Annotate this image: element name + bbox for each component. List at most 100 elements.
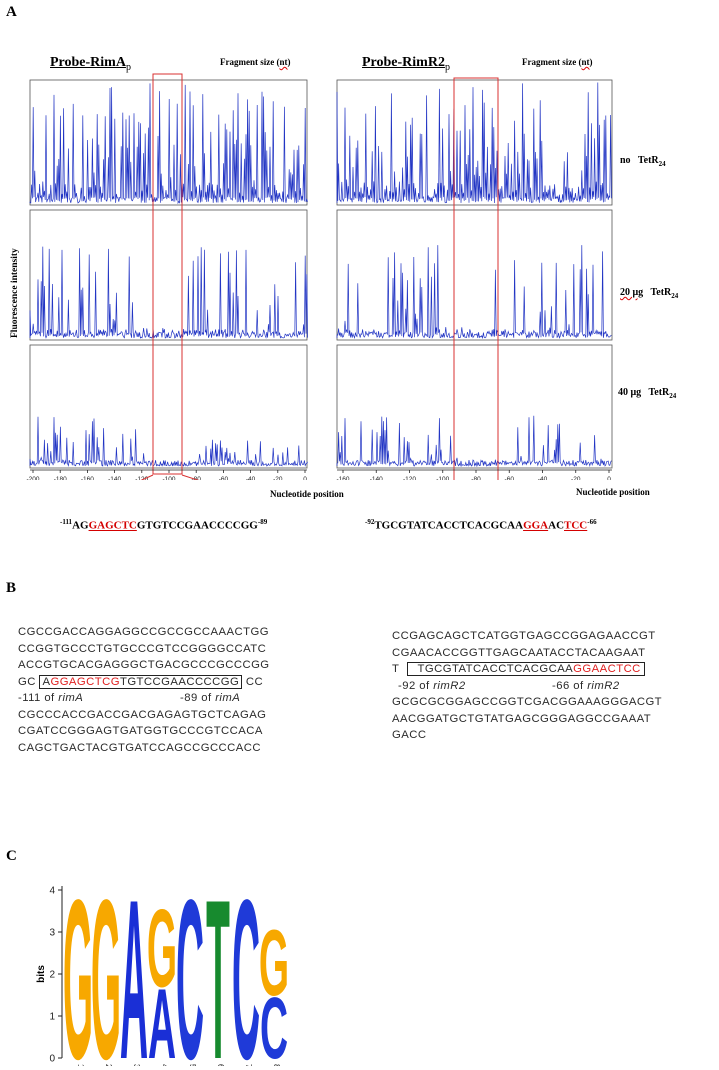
rima-boxed-site: AGGAGCTCGTGTCCGAACCCCGG bbox=[39, 674, 243, 689]
left-x-tick: -100 bbox=[162, 476, 175, 480]
right-seq-end: -66 bbox=[587, 518, 597, 526]
right-x-tick: -160 bbox=[336, 476, 349, 480]
logo-y-tick: 4 bbox=[49, 886, 55, 897]
condition-label-3: 40 μg TetR24 bbox=[618, 387, 676, 400]
logo-y-tick: 2 bbox=[49, 970, 55, 981]
logo-y-tick: 0 bbox=[49, 1054, 55, 1065]
boxed-red: GGAACTCC bbox=[573, 663, 641, 675]
annot-end-gene: rimA bbox=[215, 692, 241, 704]
left-x-tick: -20 bbox=[273, 476, 283, 480]
left-x-tick: -160 bbox=[81, 476, 94, 480]
right-x-tick: -100 bbox=[436, 476, 449, 480]
condition-amount-3: 40 μg bbox=[618, 387, 642, 398]
annot-end-text: -66 of bbox=[552, 679, 588, 692]
left-seq-pre: AG bbox=[72, 519, 89, 532]
logo-letter-c: C bbox=[232, 870, 260, 1066]
logo-x-tick: 1 bbox=[76, 1064, 85, 1066]
right-frag-pre: Fragment size ( bbox=[522, 57, 582, 67]
seq-line-boxed-row: GC AGGAGCTCGTGTCCGAACCCCGG CC bbox=[18, 674, 270, 691]
condition-sub-1: 24 bbox=[658, 160, 666, 168]
panel-c-label: C bbox=[6, 848, 17, 864]
electropherogram-traces: -200 -180 -160 -140 -120 -100 -80 -60 -40 -20 0 -1… bbox=[26, 73, 613, 480]
boxed-pre: A bbox=[42, 675, 51, 688]
rima-annotation-row: -111 of rimA -89 of rimA bbox=[18, 690, 270, 707]
logo-y-axis-label: bits bbox=[36, 965, 47, 983]
logo-x-tick: 2 bbox=[104, 1064, 113, 1066]
logo-y-tick: 3 bbox=[49, 928, 55, 939]
annot-end-text: -89 of bbox=[180, 692, 216, 704]
annot-start-gene: rimA bbox=[58, 692, 84, 704]
condition-amount-1: no bbox=[620, 155, 631, 166]
condition-protein-2: TetR bbox=[650, 287, 672, 298]
left-highlight-box bbox=[152, 73, 183, 475]
logo-y-tick: 1 bbox=[49, 1012, 55, 1023]
rima-start-annotation: -111 of rimA bbox=[18, 690, 83, 707]
seq-line: ACCGTGCACGAGGGCTGACGCCCGCCCGG bbox=[18, 659, 270, 671]
rima-end-annotation: -89 of rimA bbox=[180, 690, 240, 707]
seq-line: CGCCCACCGACCGACGAGAGTGCTCAGAG bbox=[18, 708, 267, 721]
seq-line: CAGCTGACTACGTGATCCAGCCGCCCACC bbox=[18, 741, 261, 754]
left-fragment-size-label: Fragment size (nt) bbox=[220, 57, 291, 67]
right-x-tick: -80 bbox=[471, 476, 481, 480]
left-x-tick: -180 bbox=[54, 476, 67, 480]
right-seq-mid: AC bbox=[548, 519, 565, 532]
panel-b-left-sequence: CGCCGACCAGGAGGCCGCCGCCAAACTGG CCGGTGCCCT… bbox=[18, 624, 270, 756]
left-seq-end: -89 bbox=[257, 518, 268, 526]
seq-line: CCGGTGCCCTGTGCCCGTCCGGGGCCATC bbox=[18, 642, 267, 655]
condition-protein-3: TetR bbox=[648, 387, 670, 398]
seq-line: CGAACACCGGTTGAGCAATACCTACAAGAAT bbox=[392, 646, 646, 659]
left-probe-name: Probe-RimA bbox=[50, 55, 126, 70]
condition-protein-1: TetR bbox=[637, 155, 659, 166]
condition-label-2: 20 μg TetR24 bbox=[620, 287, 678, 300]
condition-sub-2: 24 bbox=[671, 292, 679, 300]
logo-x-tick: 6 bbox=[216, 1064, 225, 1066]
left-x-axis-label: Nucleotide position bbox=[270, 489, 344, 499]
panel-b-right-sequence: CCGAGCAGCTCATGGTGAGCCGGAGAACCGT CGAACACC… bbox=[392, 628, 662, 744]
right-highlight-box bbox=[453, 77, 499, 480]
right-fragment-size-label: Fragment size (nt) bbox=[522, 57, 593, 67]
right-probe-name: Probe-RimR2 bbox=[362, 55, 445, 70]
right-x-tick: -20 bbox=[571, 476, 581, 480]
logo-x-tick: 4 bbox=[160, 1064, 169, 1066]
logo-letter-a: A bbox=[148, 968, 176, 1066]
left-frag-pre: Fragment size ( bbox=[220, 57, 280, 67]
condition-sub-3: 24 bbox=[669, 392, 677, 400]
right-frag-unit: nt bbox=[581, 57, 590, 67]
logo-letter-g: G bbox=[147, 887, 177, 1011]
annot-start-text: -92 of bbox=[398, 679, 434, 692]
logo-letter-g: G bbox=[63, 870, 93, 1066]
boxed-pre: TGCGTATCACCTCACGCAA bbox=[417, 663, 574, 675]
right-x-tick: -40 bbox=[538, 476, 548, 480]
rimr2-boxed-site: TGCGTATCACCTCACGCAAGGAACTCC bbox=[406, 662, 645, 676]
left-probe-sub: p bbox=[125, 61, 131, 73]
right-seq-start: -92 bbox=[365, 518, 375, 526]
left-frag-post: ) bbox=[287, 57, 291, 67]
right-seq-highlight-2: TCC bbox=[564, 519, 588, 532]
right-x-axis-label: Nucleotide position bbox=[576, 487, 650, 497]
annot-end-gene: rimR2 bbox=[587, 679, 620, 692]
condition-amount-2: 20 μg bbox=[620, 287, 644, 298]
left-x-tick: -40 bbox=[246, 476, 256, 480]
panel-a-label: A bbox=[6, 4, 17, 20]
logo-letter-t: T bbox=[206, 870, 230, 1066]
logo-letter-g: G bbox=[91, 870, 121, 1066]
seq-line: CGATCCGGGAGTGATGGTGCCCGTCCACA bbox=[18, 725, 263, 737]
left-probe-title: Probe-RimAp bbox=[50, 55, 131, 73]
boxed-prefix: T bbox=[392, 663, 400, 675]
condition-label-1: no TetR24 bbox=[620, 155, 666, 168]
seq-line: AACGGATGCTGTATGAGCGGGAGGCCGAAAT bbox=[392, 712, 652, 725]
left-frag-unit: nt bbox=[279, 57, 288, 67]
right-seq-highlight-1: GGA bbox=[523, 519, 549, 532]
left-x-tick: -200 bbox=[26, 476, 39, 480]
left-x-tick: -140 bbox=[108, 476, 121, 480]
left-seq-post: GTGTCCGAACCCCGG bbox=[136, 519, 258, 532]
right-x-tick: 0 bbox=[607, 476, 611, 480]
seq-line-boxed-row: T TGCGTATCACCTCACGCAAGGAACTCC bbox=[392, 661, 662, 678]
left-x-tick: 0 bbox=[303, 476, 307, 480]
logo-letter-a: A bbox=[120, 870, 148, 1066]
rimr2-annotation-row: -92 of rimR2 -66 of rimR2 bbox=[392, 678, 662, 695]
rimr2-end-annotation: -66 of rimR2 bbox=[552, 678, 620, 695]
logo-x-tick: 7 bbox=[244, 1064, 253, 1066]
annot-start-gene: rimR2 bbox=[433, 679, 466, 692]
